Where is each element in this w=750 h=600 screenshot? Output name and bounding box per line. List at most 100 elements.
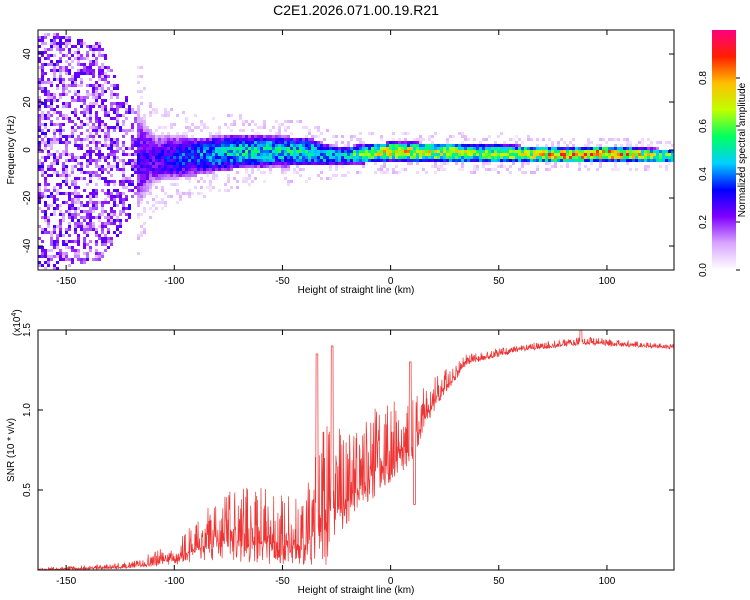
spectrogram-cell (242, 129, 245, 132)
spectrogram-cell (500, 150, 503, 153)
spectrogram-cell (158, 147, 161, 150)
spectrogram-cell (248, 177, 251, 180)
spectrogram-cell (404, 132, 407, 135)
spectrogram-cell (422, 144, 425, 147)
spectrogram-cell (137, 132, 140, 135)
spectrogram-cell (317, 162, 320, 165)
spectrogram-cell (434, 159, 437, 162)
spectrogram-cell (152, 111, 155, 114)
spectrogram-cell (170, 141, 173, 144)
spectrogram-cell (62, 216, 65, 219)
spectrogram-cell (287, 141, 290, 144)
spectrogram-cell (47, 57, 50, 60)
spectrogram-cell (272, 135, 275, 138)
spectrogram-cell (65, 66, 68, 69)
spectrogram-cell (161, 135, 164, 138)
spectrogram-cell (65, 54, 68, 57)
spectrogram-cell (302, 126, 305, 129)
spectrogram-cell (38, 201, 41, 204)
spectrogram-cell (158, 141, 161, 144)
spectrogram-cell (152, 183, 155, 186)
spectrogram-cell (470, 144, 473, 147)
spectrogram-cell (323, 156, 326, 159)
spectrogram-cell (644, 165, 647, 168)
spectrogram-cell (110, 207, 113, 210)
spectrogram-cell (149, 111, 152, 114)
spectrogram-cell (107, 219, 110, 222)
spectrogram-cell (485, 168, 488, 171)
spectrogram-cell (161, 207, 164, 210)
spectrogram-cell (68, 207, 71, 210)
spectrogram-cell (626, 162, 629, 165)
spectrogram-cell (89, 69, 92, 72)
spectrogram-cell (98, 156, 101, 159)
spectrogram-cell (89, 114, 92, 117)
spectrogram-cell (569, 159, 572, 162)
spectrogram-cell (404, 144, 407, 147)
spectrogram-cell (356, 147, 359, 150)
spectrogram-cell (374, 162, 377, 165)
spectrogram-cell (83, 63, 86, 66)
spectrogram-cell (77, 168, 80, 171)
spectrogram-cell (101, 153, 104, 156)
spectrogram-cell (254, 135, 257, 138)
spectrogram-cell (167, 141, 170, 144)
spectrogram-cell (617, 156, 620, 159)
spectrogram-cell (629, 150, 632, 153)
spectrogram-cell (56, 207, 59, 210)
spectrogram-cell (80, 216, 83, 219)
spectrogram-cell (137, 192, 140, 195)
spectrogram-cell (365, 147, 368, 150)
spectrogram-cell (668, 162, 671, 165)
spectrogram-cell (503, 150, 506, 153)
spectrogram-cell (38, 39, 41, 42)
spectrogram-cell (386, 171, 389, 174)
spectrogram-cell (47, 195, 50, 198)
spectrogram-cell (59, 135, 62, 138)
spectrogram-cell (209, 138, 212, 141)
spectrogram-cell (413, 159, 416, 162)
spectrogram-cell (194, 156, 197, 159)
spectrogram-cell (149, 171, 152, 174)
spectrogram-cell (527, 147, 530, 150)
spectrogram-cell (101, 237, 104, 240)
spectrogram-cell (230, 147, 233, 150)
spectrogram-cell (209, 156, 212, 159)
spectrogram-cell (164, 174, 167, 177)
spectrogram-cell (104, 237, 107, 240)
spectrogram-cell (602, 159, 605, 162)
spectrogram-cell (395, 156, 398, 159)
spectrogram-cell (110, 69, 113, 72)
spectrogram-cell (59, 249, 62, 252)
spectrogram-cell (86, 129, 89, 132)
spectrogram-cell (431, 135, 434, 138)
spectrogram-cell (92, 195, 95, 198)
spectrogram-cell (47, 189, 50, 192)
spectrogram-cell (269, 147, 272, 150)
spectrogram-cell (239, 159, 242, 162)
spectrogram-cell (50, 108, 53, 111)
spectrogram-cell (50, 237, 53, 240)
spectrogram-cell (176, 132, 179, 135)
spectrogram-cell (41, 216, 44, 219)
spectrogram-cell (116, 192, 119, 195)
spectrogram-cell (221, 153, 224, 156)
spectrogram-cell (554, 150, 557, 153)
spectrogram-cell (425, 156, 428, 159)
spectrogram-cell (275, 141, 278, 144)
spectrogram-cell (608, 138, 611, 141)
spectrogram-cell (665, 156, 668, 159)
spectrogram-cell (266, 165, 269, 168)
spectrogram-cell (77, 252, 80, 255)
spectrogram-cell (146, 141, 149, 144)
spectrogram-cell (599, 159, 602, 162)
spectrogram-cell (65, 177, 68, 180)
spectrogram-cell (326, 159, 329, 162)
spectrogram-cell (74, 198, 77, 201)
spectrogram-cell (92, 258, 95, 261)
spectrogram-cell (317, 144, 320, 147)
spectrogram-cell (482, 144, 485, 147)
spectrogram-cell (68, 216, 71, 219)
spectrogram-cell (500, 156, 503, 159)
